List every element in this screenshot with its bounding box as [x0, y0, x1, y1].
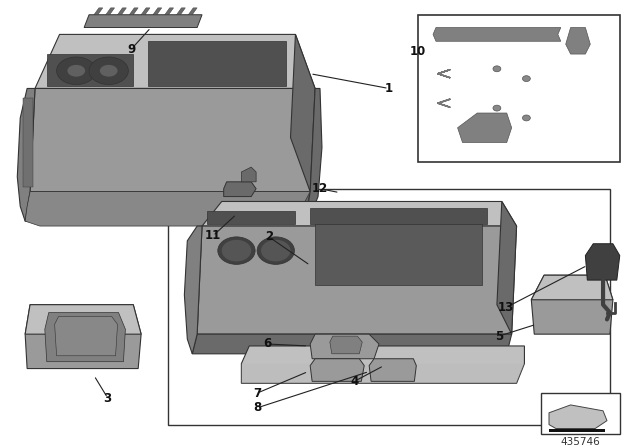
Text: 3: 3 [104, 392, 112, 405]
Polygon shape [17, 88, 35, 221]
Polygon shape [310, 334, 379, 359]
Text: 11: 11 [205, 229, 221, 242]
Polygon shape [184, 226, 202, 354]
Polygon shape [305, 88, 322, 221]
Ellipse shape [221, 240, 252, 262]
Text: 9: 9 [127, 43, 136, 56]
Ellipse shape [67, 65, 85, 77]
Polygon shape [241, 167, 256, 182]
Polygon shape [30, 88, 315, 192]
Polygon shape [369, 359, 416, 381]
Polygon shape [141, 8, 150, 15]
Polygon shape [291, 34, 315, 192]
Polygon shape [207, 211, 296, 224]
Polygon shape [549, 405, 607, 429]
Text: 13: 13 [498, 301, 514, 314]
Text: 2: 2 [265, 230, 273, 243]
Polygon shape [106, 8, 115, 15]
Polygon shape [497, 202, 516, 334]
Polygon shape [241, 364, 524, 383]
Ellipse shape [100, 65, 118, 77]
Text: 12: 12 [312, 182, 328, 195]
Text: 8: 8 [253, 401, 261, 414]
Polygon shape [566, 27, 590, 54]
Text: 7: 7 [253, 387, 261, 400]
Polygon shape [25, 305, 141, 369]
Text: 6: 6 [263, 337, 271, 350]
Polygon shape [549, 429, 605, 432]
Ellipse shape [261, 240, 291, 262]
Polygon shape [35, 34, 315, 88]
Polygon shape [586, 244, 620, 280]
Ellipse shape [89, 57, 129, 85]
Text: 1: 1 [385, 82, 393, 95]
Polygon shape [315, 224, 482, 285]
Ellipse shape [218, 237, 255, 264]
Polygon shape [45, 313, 125, 362]
Polygon shape [94, 8, 103, 15]
Ellipse shape [522, 76, 531, 82]
Polygon shape [531, 275, 613, 300]
Polygon shape [241, 346, 524, 383]
Polygon shape [310, 208, 487, 224]
Ellipse shape [56, 57, 96, 85]
Bar [168, 189, 610, 425]
Bar [541, 393, 620, 435]
Polygon shape [25, 192, 310, 221]
Ellipse shape [257, 237, 294, 264]
Polygon shape [310, 359, 364, 381]
Polygon shape [23, 98, 33, 187]
Ellipse shape [493, 105, 501, 111]
Ellipse shape [493, 66, 501, 72]
Bar [419, 15, 620, 162]
Polygon shape [129, 8, 138, 15]
Text: 10: 10 [410, 45, 426, 58]
Ellipse shape [522, 115, 531, 121]
Polygon shape [84, 15, 202, 27]
Polygon shape [433, 27, 561, 41]
Text: 5: 5 [495, 330, 503, 343]
Text: 435746: 435746 [561, 437, 600, 448]
Polygon shape [118, 8, 126, 15]
Text: 4: 4 [350, 375, 358, 388]
Polygon shape [188, 8, 197, 15]
Polygon shape [458, 113, 511, 142]
Polygon shape [531, 275, 613, 334]
Polygon shape [202, 202, 516, 226]
Polygon shape [25, 305, 141, 334]
Polygon shape [192, 334, 511, 354]
Polygon shape [330, 336, 362, 354]
Polygon shape [25, 192, 310, 226]
Polygon shape [148, 41, 285, 86]
Polygon shape [177, 8, 186, 15]
Polygon shape [224, 182, 256, 197]
Polygon shape [153, 8, 162, 15]
Polygon shape [47, 54, 133, 86]
Polygon shape [164, 8, 173, 15]
Polygon shape [54, 316, 118, 356]
Polygon shape [197, 226, 516, 334]
